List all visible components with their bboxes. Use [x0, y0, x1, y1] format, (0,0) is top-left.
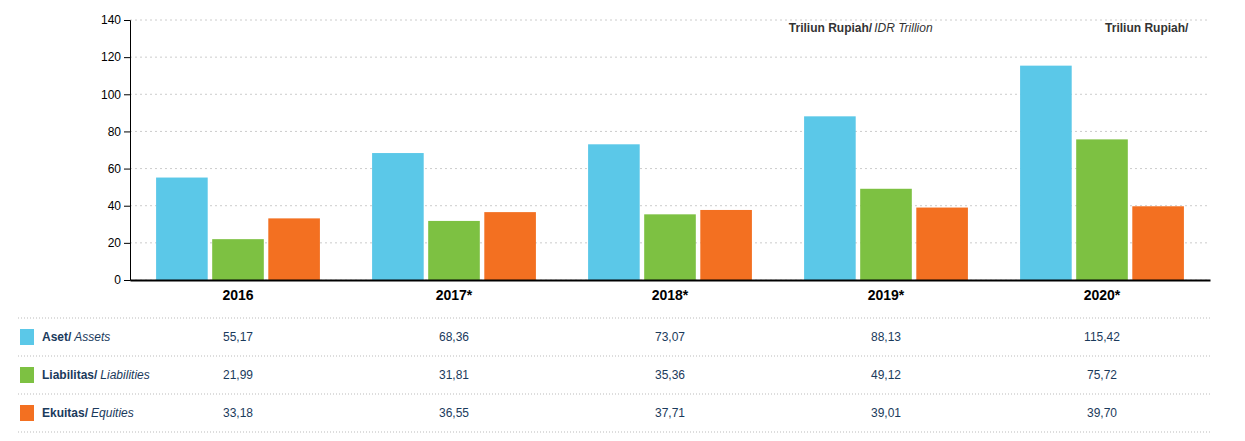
bar	[588, 144, 640, 280]
y-tick: 100	[101, 88, 130, 102]
grid	[130, 20, 1210, 280]
bar-series	[212, 139, 1128, 280]
table-value: 68,36	[439, 330, 469, 344]
bar-series	[156, 66, 1072, 280]
bar	[860, 189, 912, 280]
y-tick-mark	[124, 169, 130, 170]
y-tick: 80	[108, 125, 130, 139]
table-value: 75,72	[1087, 368, 1117, 382]
annotations: Triliun Rupiah/IDR TrillionTriliun Rupia…	[789, 21, 1189, 35]
y-tick: 0	[114, 273, 130, 287]
x-tick-label: 2016	[222, 287, 253, 303]
x-axis-line	[131, 280, 1211, 282]
table-value: 33,18	[223, 406, 253, 420]
table-value: 39,70	[1087, 406, 1117, 420]
y-tick-mark	[124, 57, 130, 58]
bar	[1132, 206, 1184, 280]
table-value: 21,99	[223, 368, 253, 382]
chart: 0 20 40 60 80 100 120 140 2016 2017* 2018* 2019* 202…	[0, 0, 1245, 441]
y-tick-mark	[124, 94, 130, 95]
table-separator	[18, 394, 1210, 395]
y-tick-label: 100	[101, 88, 121, 102]
chart-container: 0 20 40 60 80 100 120 140 2016 2017* 2018* 2019* 202…	[0, 0, 1245, 441]
unit-label: IDR Trillion	[874, 21, 933, 35]
y-tick-label: 20	[108, 236, 122, 250]
y-tick-mark	[124, 20, 130, 21]
table-value: 37,71	[655, 406, 685, 420]
bar	[268, 218, 320, 280]
table-value: 39,01	[871, 406, 901, 420]
y-tick-label: 80	[108, 125, 122, 139]
x-tick: 2016	[222, 280, 253, 303]
y-tick-mark	[124, 243, 130, 244]
legend-swatch	[20, 329, 34, 345]
bar-series	[268, 206, 1184, 280]
y-tick: 60	[108, 162, 130, 176]
grid-line	[130, 20, 1210, 21]
bars	[156, 66, 1184, 280]
bar	[1076, 139, 1128, 280]
bar	[212, 239, 264, 280]
bar	[428, 221, 480, 280]
table-separator	[18, 318, 1210, 319]
bar	[1020, 66, 1072, 280]
table-value: 88,13	[871, 330, 901, 344]
y-tick: 20	[108, 236, 130, 250]
legend-label: Liabilitas/Liabilities	[42, 368, 150, 382]
y-tick-mark	[124, 131, 130, 132]
bar	[644, 214, 696, 280]
x-tick-label: 2018*	[652, 287, 689, 303]
x-tick: 2018*	[652, 280, 689, 303]
x-tick-label: 2019*	[868, 287, 905, 303]
y-tick: 140	[101, 13, 130, 27]
table-value: 36,55	[439, 406, 469, 420]
legend-label: Ekuitas/Equities	[42, 406, 134, 420]
unit-label: Triliun Rupiah/	[1105, 21, 1189, 35]
table-value: 73,07	[655, 330, 685, 344]
table-value: 55,17	[223, 330, 253, 344]
legend-swatch	[20, 405, 34, 421]
bar	[484, 212, 536, 280]
y-tick-label: 140	[101, 13, 121, 27]
y-tick: 120	[101, 50, 130, 64]
y-tick-mark	[124, 280, 130, 281]
unit-label: Triliun Rupiah/	[789, 21, 873, 35]
y-axis-line	[124, 21, 131, 281]
table-value: 31,81	[439, 368, 469, 382]
x-tick: 2019*	[868, 280, 905, 303]
table-separator	[18, 432, 1210, 433]
table-value: 49,12	[871, 368, 901, 382]
y-tick-label: 120	[101, 50, 121, 64]
x-tick-label: 2020*	[1084, 287, 1121, 303]
y-axis: 0 20 40 60 80 100 120 140	[101, 13, 131, 287]
y-tick-label: 0	[114, 273, 121, 287]
x-axis: 2016 2017* 2018* 2019* 2020*	[131, 280, 1211, 303]
y-tick-label: 60	[108, 162, 122, 176]
legend-label: Aset/Assets	[42, 330, 110, 344]
table-value: 35,36	[655, 368, 685, 382]
bar	[916, 208, 968, 280]
x-tick: 2020*	[1084, 280, 1121, 303]
y-tick-mark	[124, 206, 130, 207]
bar	[156, 178, 208, 280]
x-tick-label: 2017*	[436, 287, 473, 303]
legend-swatch	[20, 367, 34, 383]
legend-table: Aset/Assets 55,17 68,36 73,07 88,13 115,42 Lia…	[18, 318, 1210, 432]
bar	[804, 116, 856, 280]
table-value: 115,42	[1084, 330, 1120, 344]
bar	[700, 210, 752, 280]
y-tick-label: 40	[108, 199, 122, 213]
x-tick: 2017*	[436, 280, 473, 303]
bar	[372, 153, 424, 280]
y-tick: 40	[108, 199, 130, 213]
grid-line	[130, 280, 1210, 281]
grid-line	[130, 57, 1210, 58]
table-separator	[18, 356, 1210, 357]
